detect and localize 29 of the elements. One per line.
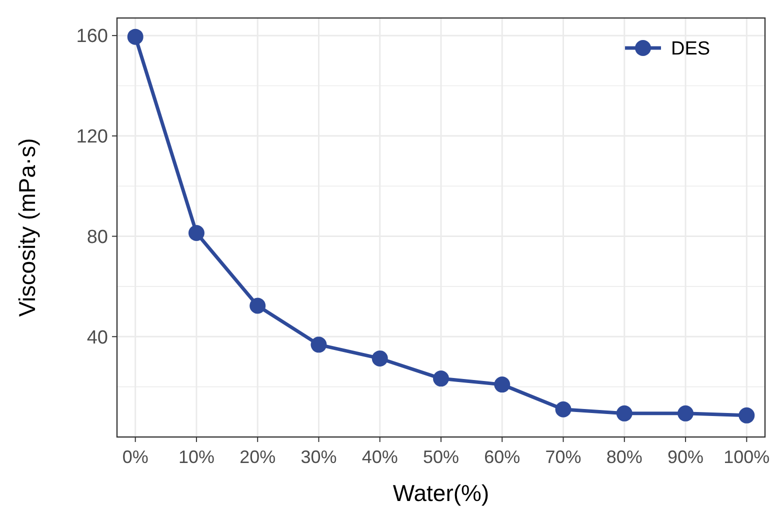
legend-label: DES (671, 38, 710, 60)
point (494, 376, 510, 393)
point (433, 370, 449, 387)
y-tick-label: 160 (76, 26, 108, 48)
point (738, 407, 755, 424)
x-tick-label: 70% (545, 447, 582, 467)
y-tick-label: 40 (86, 327, 108, 348)
point (127, 28, 144, 45)
y-tick-label: 80 (86, 226, 108, 248)
x-tick-label: 60% (484, 447, 520, 467)
point (188, 225, 204, 242)
point (250, 298, 266, 314)
x-tick-label: 20% (240, 447, 276, 467)
point (310, 336, 327, 353)
x-tick-label: 80% (606, 447, 642, 467)
x-tick-label: 90% (668, 447, 704, 467)
x-tick-label: 30% (300, 447, 337, 467)
point (616, 405, 632, 422)
point (372, 350, 388, 366)
x-tick-label: 10% (178, 447, 214, 467)
x-axis-title: Water(%) (392, 480, 490, 506)
point (678, 405, 694, 422)
point (555, 401, 572, 418)
x-tick-label: 40% (362, 447, 398, 467)
y-axis-title: Viscosity (mPa·s) (14, 138, 40, 317)
x-tick-label: 50% (422, 447, 460, 467)
x-tick-label: 0% (122, 447, 148, 467)
x-tick-label: 100% (724, 447, 770, 467)
y-tick-label: 120 (76, 126, 108, 148)
